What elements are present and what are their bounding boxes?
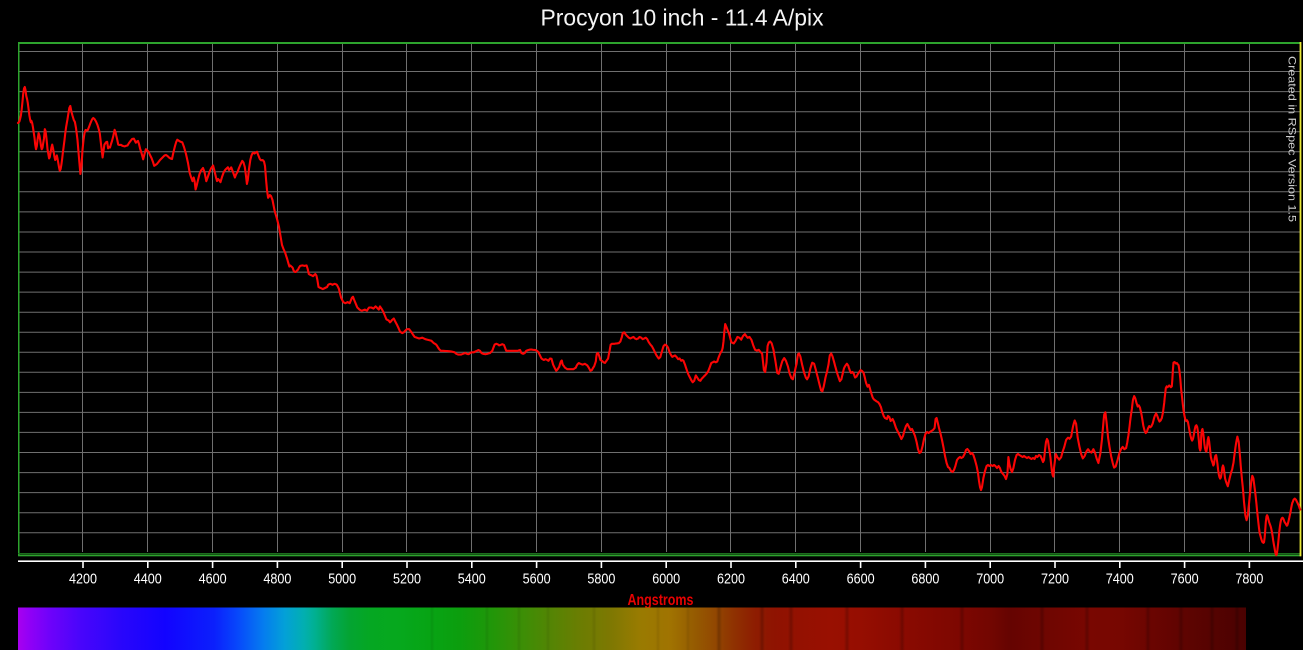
svg-text:Angstroms: Angstroms — [628, 592, 694, 609]
svg-text:5000: 5000 — [328, 571, 356, 587]
svg-text:7200: 7200 — [1041, 571, 1069, 587]
svg-text:5800: 5800 — [587, 571, 615, 587]
svg-text:7600: 7600 — [1171, 571, 1199, 587]
svg-text:6200: 6200 — [717, 571, 745, 587]
svg-text:4400: 4400 — [134, 571, 162, 587]
svg-text:7800: 7800 — [1235, 571, 1263, 587]
svg-text:6600: 6600 — [847, 571, 875, 587]
svg-text:6400: 6400 — [782, 571, 810, 587]
svg-text:6800: 6800 — [911, 571, 939, 587]
svg-text:Created in RSpec Version 1.5: Created in RSpec Version 1.5 — [1286, 56, 1298, 222]
svg-text:5400: 5400 — [458, 571, 486, 587]
svg-text:4600: 4600 — [199, 571, 227, 587]
svg-text:Procyon 10 inch - 11.4 A/pix: Procyon 10 inch - 11.4 A/pix — [541, 5, 824, 31]
svg-text:6000: 6000 — [652, 571, 680, 587]
svg-text:5600: 5600 — [523, 571, 551, 587]
svg-text:4800: 4800 — [263, 571, 291, 587]
svg-text:4200: 4200 — [69, 571, 97, 587]
svg-text:5200: 5200 — [393, 571, 421, 587]
svg-text:7400: 7400 — [1106, 571, 1134, 587]
svg-text:7000: 7000 — [976, 571, 1004, 587]
